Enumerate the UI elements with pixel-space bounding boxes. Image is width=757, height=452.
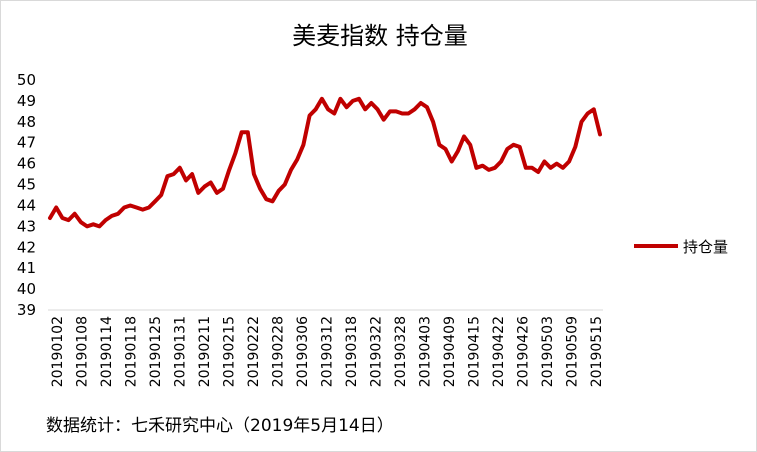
x-tick-label: 20190222: [246, 316, 262, 387]
x-tick-label: 20190118: [124, 316, 140, 387]
x-tick-label: 20190125: [148, 316, 164, 387]
x-tick-label: 20190426: [516, 316, 532, 387]
x-tick-label: 20190306: [295, 316, 311, 387]
x-tick-label: 20190328: [393, 316, 409, 387]
x-tick-label: 20190211: [197, 316, 213, 387]
y-tick-label: 47: [17, 134, 36, 152]
y-tick-label: 41: [17, 259, 36, 277]
x-tick-label: 20190108: [75, 316, 91, 387]
x-tick-label: 20190114: [99, 316, 115, 387]
y-tick-label: 44: [17, 196, 36, 214]
y-tick-label: 49: [17, 92, 36, 110]
y-tick-label: 46: [17, 155, 36, 173]
x-tick-label: 20190228: [271, 316, 287, 387]
x-tick-label: 20190422: [491, 316, 507, 387]
x-tick-label: 20190409: [442, 316, 458, 387]
x-tick-label: 20190403: [418, 316, 434, 387]
chart-title: 美麦指数 持仓量: [292, 22, 468, 50]
series-line-open-interest: [48, 96, 602, 229]
y-tick-label: 39: [17, 301, 36, 319]
x-tick-label: 20190312: [320, 316, 336, 387]
x-tick-label: 20190318: [344, 316, 360, 387]
x-tick-label: 20190415: [467, 316, 483, 387]
x-tick-label: 20190102: [50, 316, 66, 387]
y-tick-label: 40: [17, 280, 36, 298]
source-note: 数据统计：七禾研究中心（2019年5月14日）: [46, 416, 394, 436]
x-tick-label: 20190322: [369, 316, 385, 387]
x-axis-ticks: 20190102 20190108 20190114 20190118 20190125…: [50, 316, 605, 387]
x-tick-label: 20190503: [540, 316, 556, 387]
x-tick-label: 20190515: [589, 316, 605, 387]
y-tick-label: 50: [17, 71, 36, 89]
y-tick-label: 43: [17, 217, 36, 235]
plot-area: [48, 96, 602, 229]
y-axis-ticks: 39 40 41 42 43 44 45 46 47 48 49 50: [17, 71, 36, 319]
legend-label: 持仓量: [683, 238, 728, 256]
y-tick-label: 42: [17, 238, 36, 256]
y-tick-label: 45: [17, 176, 36, 194]
legend: 持仓量: [634, 238, 728, 256]
x-tick-label: 20190509: [565, 316, 581, 387]
x-tick-label: 20190215: [222, 316, 238, 387]
y-tick-label: 48: [17, 113, 36, 131]
x-tick-label: 20190131: [173, 316, 189, 387]
